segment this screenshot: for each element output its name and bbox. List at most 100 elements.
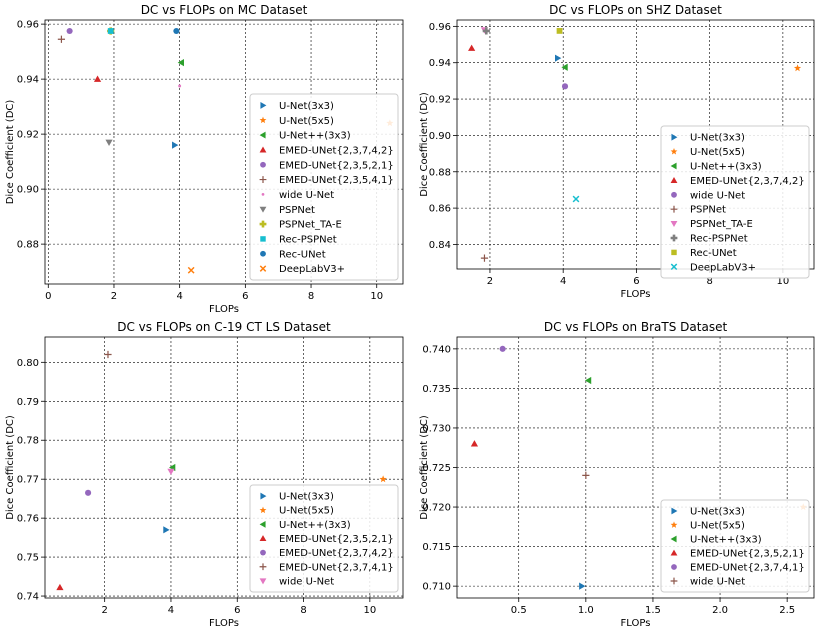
- legend-entry: EMED-UNet{2,3,7,4,1}: [690, 563, 805, 574]
- x-tick-label: 4: [176, 291, 182, 302]
- legend-entry: U-Net++(3x3): [279, 131, 351, 142]
- plot-frame: [456, 336, 815, 599]
- x-axis-label: FLOPs: [621, 289, 651, 300]
- legend-marker: [670, 234, 678, 242]
- legend-entry: U-Net(3x3): [279, 492, 334, 503]
- legend-marker: [671, 191, 677, 198]
- data-point: [57, 35, 66, 43]
- x-tick-label: 0: [45, 291, 51, 302]
- legend-marker: [670, 577, 678, 585]
- y-tick-label: 0.94: [429, 58, 451, 69]
- legend-marker: [670, 549, 678, 556]
- y-tick-label: 0.88: [429, 167, 451, 178]
- legend-entry: wide U-Net: [279, 576, 334, 587]
- legend-entry: DeepLabV3+: [279, 264, 345, 275]
- y-tick-label: 0.725: [422, 463, 451, 474]
- x-tick-label: 2: [111, 291, 117, 302]
- y-tick-label: 0.79: [17, 397, 39, 408]
- legend-entry: U-Net++(3x3): [279, 520, 351, 531]
- y-tick-label: 0.90: [17, 185, 39, 196]
- legend-entry: U-Net++(3x3): [690, 535, 762, 546]
- legend-marker: [260, 549, 266, 556]
- y-tick-label: 0.735: [422, 384, 451, 395]
- data-point: [584, 376, 592, 385]
- legend-entry: EMED-UNet{2,3,5,4,1}: [279, 175, 394, 186]
- legend-marker: [259, 520, 266, 528]
- y-tick-label: 0.80: [17, 358, 39, 369]
- legend-entry: PSPNet_TA-E: [690, 219, 753, 230]
- legend-marker: [259, 146, 267, 153]
- legend-marker: [670, 221, 678, 227]
- data-point: [105, 139, 113, 146]
- legend-marker: [260, 161, 266, 168]
- data-point: [167, 468, 175, 475]
- data-point: [163, 526, 170, 534]
- x-axis-label: FLOPs: [209, 618, 239, 629]
- legend-entry: PSPNet: [279, 205, 315, 216]
- data-point: [793, 64, 802, 72]
- legend-entry: EMED-UNet{2,3,5,2,1}: [690, 549, 805, 560]
- legend-entry: EMED-UNet{2,3,7,4,2}: [279, 548, 394, 559]
- plot-frame: [44, 336, 404, 599]
- panel-brats-dataset: 0.5 1.0 1.5 2.0 2.5 0.710 0.715 0.720 0.725 0.730…: [419, 320, 815, 629]
- legend-marker: [259, 131, 266, 139]
- legend-entry: U-Net(3x3): [690, 133, 745, 144]
- legend-entry: U-Net++(3x3): [690, 162, 762, 173]
- y-tick-label: 0.715: [422, 542, 451, 553]
- data-point: [480, 254, 489, 262]
- plot-frame: [44, 19, 404, 285]
- legend-marker: [260, 102, 267, 109]
- y-tick-label: 0.86: [429, 204, 451, 215]
- legend-entry: Rec-PSPNet: [690, 234, 748, 245]
- legend-entry: U-Net(5x5): [690, 147, 745, 158]
- y-axis-label: Dice Coefficient (DC): [5, 415, 16, 520]
- chart-title: DC vs FLOPs on BraTS Dataset: [544, 320, 728, 334]
- legend-marker: [260, 236, 266, 242]
- legend: U-Net(3x3) U-Net(5x5) U-Net++(3x3) EMED-UNe…: [249, 484, 399, 593]
- data-point: [107, 28, 114, 34]
- legend-marker: [670, 148, 678, 155]
- legend-entry: EMED-UNet{2,3,7,4,1}: [279, 562, 394, 573]
- legend-entry: EMED-UNet{2,3,5,2,1}: [279, 534, 394, 545]
- y-tick-label: 0.92: [429, 95, 451, 106]
- data-point: [177, 59, 185, 67]
- y-tick-label: 0.88: [17, 240, 39, 251]
- legend: U-Net(3x3) U-Net(5x5) U-Net++(3x3) EMED-UNe…: [249, 93, 399, 281]
- legend-box: [660, 499, 810, 593]
- y-tick-label: 0.710: [422, 582, 451, 593]
- legend-entry: DeepLabV3+: [690, 262, 756, 273]
- y-tick-label: 0.90: [429, 131, 451, 142]
- y-tick-label: 0.75: [17, 553, 39, 564]
- legend-entry: U-Net(5x5): [279, 506, 334, 517]
- x-tick-label: 1.0: [578, 605, 594, 616]
- x-tick-label: 0.5: [511, 605, 527, 616]
- legend-marker: [671, 564, 677, 570]
- legend-entry: EMED-UNet{2,3,7,4,2}: [690, 176, 805, 187]
- legend-marker: [670, 162, 677, 170]
- legend-marker: [670, 521, 678, 528]
- legend-marker: [260, 492, 267, 500]
- legend-entry: Rec-PSPNet: [279, 234, 337, 245]
- x-tick-label: 2: [487, 276, 493, 287]
- y-tick-label: 0.730: [422, 423, 451, 434]
- panel-shz-dataset: 2 4 6 8 10 0.84 0.86 0.88 0.90 0.92 0.94 0.96 DC vs …: [419, 3, 815, 300]
- x-tick-label: 8: [308, 291, 314, 302]
- x-tick-label: 2: [101, 605, 107, 616]
- legend-box: [249, 93, 399, 281]
- data-point: [482, 27, 490, 35]
- x-tick-label: 6: [242, 291, 248, 302]
- legend-entry: Rec-UNet: [279, 249, 326, 260]
- data-point: [572, 195, 580, 203]
- data-point: [470, 440, 479, 447]
- y-tick-label: 0.77: [17, 475, 39, 486]
- legend-marker: [260, 250, 266, 257]
- data-point: [56, 583, 64, 591]
- x-tick-label: 4: [560, 276, 566, 287]
- legend-marker: [259, 535, 267, 542]
- chart-title: DC vs FLOPs on C-19 CT LS Dataset: [117, 320, 331, 334]
- y-tick-label: 0.76: [17, 514, 39, 525]
- data-point: [66, 27, 73, 35]
- x-tick-label: 10: [370, 291, 383, 302]
- legend-marker: [259, 506, 267, 514]
